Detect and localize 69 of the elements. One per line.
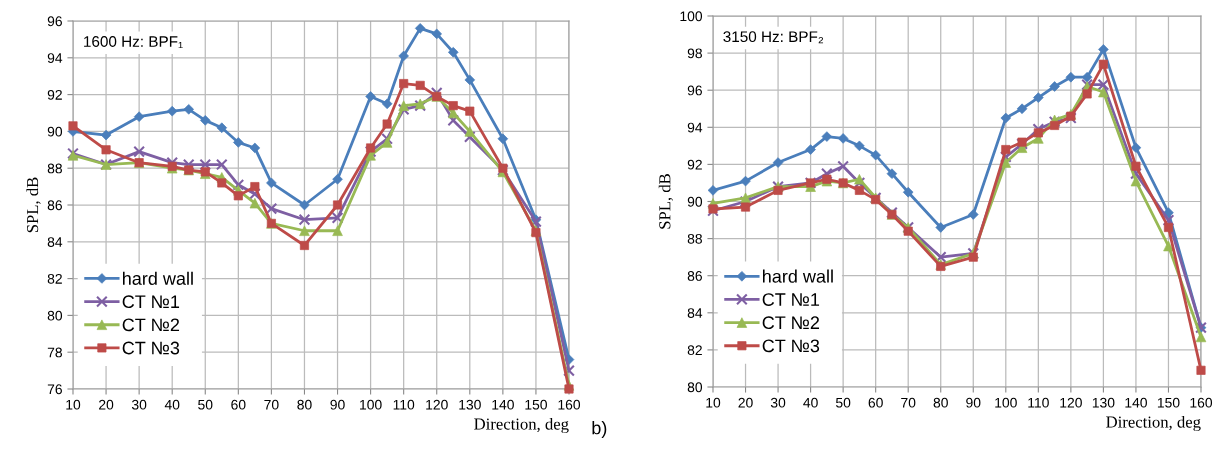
y-axis-title: SPL, dB (26, 177, 41, 233)
y-tick-label: 100 (680, 11, 703, 22)
x-tick-label: 100 (995, 397, 1017, 408)
y-tick-label: 90 (687, 196, 703, 207)
x-tick-label: 60 (231, 399, 246, 410)
y-axis-title: SPL, dB (658, 174, 673, 229)
y-tick-label: 98 (687, 48, 702, 59)
x-axis-title: Direction, deg (1106, 415, 1201, 432)
y-tick-label: 80 (687, 382, 703, 393)
x-tick-label: 90 (330, 399, 345, 410)
legend-label: hard wall (123, 271, 193, 285)
y-tick-label: 84 (687, 308, 703, 318)
y-tick-label: 86 (687, 271, 702, 281)
x-axis-title: Direction, deg (474, 417, 569, 434)
x-tick-label: 130 (459, 399, 481, 410)
x-tick-label: 50 (198, 399, 213, 410)
x-tick-label: 80 (933, 397, 948, 408)
x-tick-label: 110 (393, 399, 415, 410)
y-tick-label: 94 (687, 122, 703, 133)
x-tick-label: 130 (1092, 397, 1115, 408)
x-tick-label: 20 (738, 397, 753, 408)
y-tick-label: 90 (47, 126, 63, 137)
annotation: 3150 Hz: BPF₂ (723, 31, 824, 44)
y-tick-label: 82 (47, 273, 62, 284)
y-tick-label: 88 (687, 233, 702, 244)
x-tick-label: 30 (131, 399, 147, 410)
x-tick-label: 100 (360, 399, 382, 410)
x-tick-label: 160 (1190, 397, 1213, 408)
x-tick-label: 110 (1028, 397, 1049, 408)
x-tick-label: 10 (706, 397, 721, 408)
y-tick-label: 82 (687, 345, 702, 356)
y-tick-label: 88 (47, 163, 62, 174)
x-tick-label: 50 (835, 397, 851, 408)
x-tick-label: 120 (426, 399, 448, 410)
text: b) (592, 421, 607, 438)
annotation: 1600 Hz: BPF₁ (84, 36, 183, 49)
legend-label: CT №3 (762, 339, 820, 353)
x-tick-label: 140 (1125, 397, 1147, 408)
y-tick-label: 86 (47, 200, 62, 211)
x-tick-label: 120 (1060, 397, 1082, 408)
y-tick-label: 92 (47, 89, 62, 100)
x-tick-label: 10 (66, 399, 81, 410)
x-tick-label: 150 (525, 399, 547, 410)
x-tick-label: 160 (558, 399, 581, 410)
x-tick-label: 150 (1157, 397, 1180, 408)
legend-label: CT №3 (122, 341, 180, 355)
y-tick-label: 80 (47, 310, 63, 321)
y-tick-label: 84 (47, 237, 63, 247)
x-tick-label: 60 (868, 397, 883, 408)
y-tick-label: 78 (47, 347, 62, 358)
legend-label: hard wall (763, 269, 833, 283)
legend-label: CT №1 (122, 295, 180, 309)
y-tick-label: 94 (47, 53, 63, 63)
x-tick-label: 40 (164, 399, 180, 410)
x-tick-label: 80 (297, 399, 312, 410)
legend-label: CT №1 (762, 293, 820, 306)
x-tick-label: 70 (264, 399, 279, 410)
x-tick-label: 30 (770, 397, 786, 408)
legend-label: CT №2 (762, 316, 820, 330)
legend-label: CT №2 (122, 318, 180, 332)
x-tick-label: 140 (492, 399, 514, 410)
y-tick-label: 96 (47, 16, 62, 27)
y-tick-label: 76 (47, 384, 62, 395)
x-tick-label: 70 (901, 397, 916, 408)
y-tick-label: 96 (687, 85, 702, 96)
y-tick-label: 92 (687, 159, 702, 170)
x-tick-label: 40 (803, 397, 818, 408)
x-tick-label: 90 (966, 397, 981, 408)
x-tick-label: 20 (99, 399, 114, 410)
